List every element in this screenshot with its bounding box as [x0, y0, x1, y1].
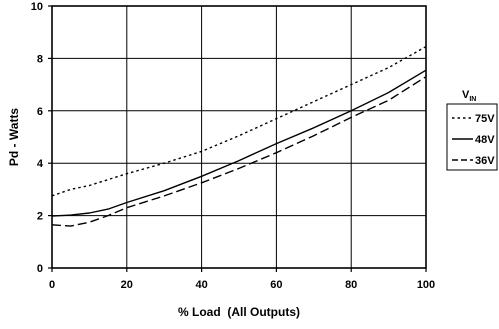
- legend-box: [446, 103, 498, 171]
- y-tick-label: 8: [37, 53, 43, 65]
- y-tick-label: 10: [31, 1, 43, 13]
- legend-title: VIN: [462, 89, 476, 103]
- x-tick-label: 20: [121, 279, 133, 291]
- y-axis-label: Pd - Watts: [7, 108, 21, 167]
- series-line-75v: [51, 45, 427, 197]
- y-tick-label: 0: [37, 263, 43, 275]
- legend: VIN 75V 48V 36V: [446, 89, 498, 171]
- x-tick-label: 0: [49, 279, 55, 291]
- legend-label-75v: 75V: [475, 113, 495, 125]
- x-tick-label: 100: [417, 279, 435, 291]
- y-tick-label: 2: [37, 211, 43, 223]
- grid-layer: [52, 6, 426, 268]
- x-tick-label: 60: [270, 279, 282, 291]
- series-line-48v: [51, 69, 427, 217]
- series-line-36v: [51, 76, 427, 227]
- legend-label-36v: 36V: [475, 155, 495, 167]
- legend-title-main: V: [462, 89, 470, 101]
- legend-label-48v: 48V: [475, 134, 495, 146]
- y-tick-label: 4: [37, 158, 44, 170]
- legend-title-subscript: IN: [469, 96, 476, 103]
- legend-items: 75V 48V 36V: [452, 113, 495, 167]
- series-layer: [51, 45, 427, 227]
- x-tick-label: 80: [345, 279, 357, 291]
- x-axis-label: % Load (All Outputs): [178, 305, 300, 319]
- y-tick-label: 6: [37, 106, 43, 118]
- plot-frame: [51, 5, 427, 269]
- x-tick-label: 40: [195, 279, 207, 291]
